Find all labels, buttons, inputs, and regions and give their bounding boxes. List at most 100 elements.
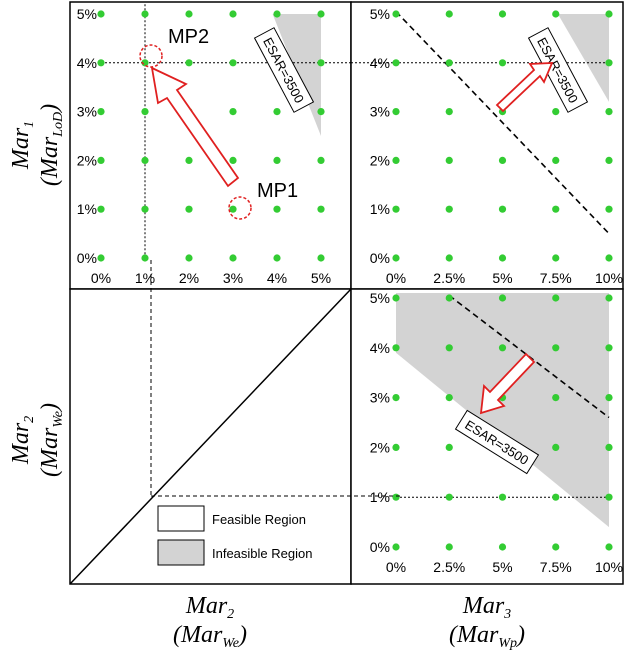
svg-text:Mar3: Mar3 [462, 593, 511, 622]
y-tick-label: 5% [370, 290, 390, 306]
mp1-circle [228, 196, 252, 220]
data-point [229, 10, 237, 18]
data-point [445, 10, 453, 18]
data-point [605, 59, 613, 67]
data-point [97, 254, 105, 262]
infeasible-region-bottom-right [396, 293, 609, 528]
infeasible-region-top-right [557, 14, 609, 102]
svg-text:(MarWe): (MarWe) [37, 403, 66, 477]
data-point [392, 205, 400, 213]
y-tick-label: 3% [370, 390, 390, 406]
x-tick-label: 5% [492, 559, 512, 575]
data-point [97, 10, 105, 18]
data-point [498, 205, 507, 213]
x-tick-label: 4% [267, 270, 287, 286]
y-tick-label: 2% [77, 152, 97, 168]
data-point [392, 344, 400, 352]
x-tick-label: 2.5% [433, 270, 465, 286]
x-tick-label: 5% [311, 270, 331, 286]
data-point [605, 294, 613, 302]
data-point [229, 108, 237, 116]
svg-text:(MarWe): (MarWe) [173, 622, 247, 651]
data-point [229, 156, 237, 164]
data-point [392, 294, 400, 302]
data-point [97, 205, 105, 213]
data-point [552, 156, 560, 164]
x-tick-label: 7.5% [540, 270, 572, 286]
data-point [498, 59, 507, 67]
y-tick-label: 3% [77, 104, 97, 120]
diagonal-line [69, 288, 352, 585]
data-point [445, 344, 453, 352]
data-point [141, 10, 149, 18]
data-point [229, 254, 237, 262]
data-point [498, 10, 507, 18]
data-point [498, 156, 507, 164]
y-tick-label: 0% [370, 250, 390, 266]
data-point [552, 10, 560, 18]
data-point [605, 156, 613, 164]
data-point [392, 59, 400, 67]
legend-feasible-swatch [157, 505, 205, 532]
y-tick-label: 3% [370, 104, 390, 120]
y-tick-label: 2% [370, 152, 390, 168]
y-title-row1: Mar1 (MarLoD) [8, 104, 66, 186]
x-tick-label: 0% [91, 270, 111, 286]
data-point [317, 205, 325, 213]
data-point [185, 10, 193, 18]
data-point [605, 443, 613, 451]
constraint-dashed-line-top-right [395, 11, 610, 235]
data-point [498, 254, 507, 262]
svg-text:(MarWp): (MarWp) [449, 622, 525, 651]
data-point [552, 205, 560, 213]
svg-text:Mar1: Mar1 [8, 121, 37, 170]
y-tick-label: 1% [370, 489, 390, 505]
legend-infeasible-swatch [157, 539, 205, 566]
data-point [273, 205, 281, 213]
infeasible-region-top-left [272, 14, 321, 136]
data-point [498, 543, 507, 551]
data-point [552, 108, 560, 116]
data-point [498, 344, 507, 352]
panel-top-right-frame [350, 1, 624, 290]
y-title-row2: Mar2 (MarWe) [8, 403, 66, 477]
data-point [445, 254, 453, 262]
data-point [552, 493, 560, 501]
x-tick-label: 5% [492, 270, 512, 286]
data-point [552, 254, 560, 262]
arrow-bottom-right [479, 352, 536, 415]
data-point [273, 108, 281, 116]
data-point [605, 493, 613, 501]
data-point [141, 156, 149, 164]
y-tick-label: 4% [370, 55, 390, 71]
data-point [552, 344, 560, 352]
data-point [273, 156, 281, 164]
data-point [317, 59, 325, 67]
data-point [605, 205, 613, 213]
arrow-top-right [495, 62, 554, 113]
data-point [552, 294, 560, 302]
data-point [605, 254, 613, 262]
data-point [97, 59, 105, 67]
data-point [229, 205, 237, 213]
legend-infeasible-label: Infeasible Region [212, 546, 312, 561]
x-tick-label: 2% [179, 270, 199, 286]
data-point [141, 205, 149, 213]
mp2-label: MP2 [168, 26, 209, 48]
data-point [445, 205, 453, 213]
data-point [317, 254, 325, 262]
data-point [317, 156, 325, 164]
data-point [445, 543, 453, 551]
x-tick-label: 7.5% [540, 559, 572, 575]
data-point [317, 108, 325, 116]
data-point [498, 294, 507, 302]
y-tick-label: 1% [370, 201, 390, 217]
x-tick-label: 0% [386, 270, 406, 286]
y-tick-label: 0% [370, 539, 390, 555]
data-point [97, 156, 105, 164]
data-point [605, 10, 613, 18]
data-point [392, 443, 400, 451]
x-tick-label: 0% [386, 559, 406, 575]
data-point [605, 543, 613, 551]
